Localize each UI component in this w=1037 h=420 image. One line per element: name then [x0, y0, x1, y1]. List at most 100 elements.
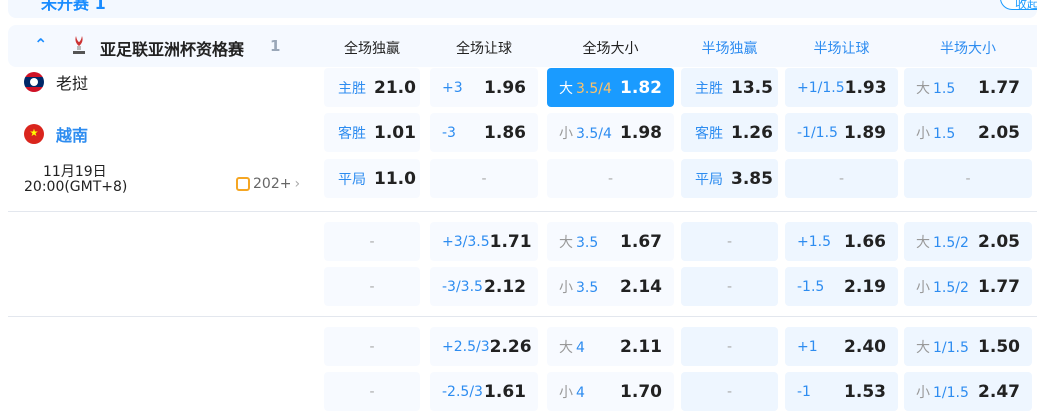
market-line: 3.5/4 — [576, 80, 612, 97]
odds-cell[interactable]: 小 4 1.70 — [547, 372, 674, 411]
away-team-name: 越南 — [56, 126, 89, 145]
odds-cell[interactable]: 小 3.5/4 1.98 — [547, 113, 674, 152]
odds-cell[interactable]: -3 1.86 — [430, 113, 538, 152]
odds-cell[interactable]: 客胜 1.26 — [681, 113, 778, 152]
more-markets-link[interactable]: 202+ › — [236, 176, 300, 192]
market-line: -2.5/3 — [442, 383, 483, 400]
odds-cell: - — [904, 159, 1032, 198]
home-team[interactable]: 老挝 — [24, 70, 88, 94]
odds-value: 1.61 — [484, 381, 526, 402]
odds-value: 2.11 — [620, 336, 662, 357]
odds-cell: - — [324, 222, 420, 261]
odds-cell[interactable]: 平局 3.85 — [681, 159, 778, 198]
status-bar: 未开赛 1 — [8, 0, 1037, 18]
market-line: -1 — [797, 383, 811, 400]
market-line: 主胜 — [338, 80, 366, 97]
odds-cell: - — [681, 327, 778, 366]
odds-cell[interactable]: 大 3.5/4 1.82 — [547, 68, 674, 107]
league-name: 亚足联亚洲杯资格赛 — [100, 40, 245, 59]
total-side: 大 — [559, 234, 573, 251]
odds-cell[interactable]: 主胜 13.5 — [681, 68, 778, 107]
stats-clock-icon — [236, 177, 250, 191]
odds-cell[interactable]: 小 1.5 2.05 — [904, 113, 1032, 152]
odds-cell[interactable]: -2.5/3 1.61 — [430, 372, 538, 411]
market-line: 主胜 — [695, 80, 723, 97]
league-header[interactable]: ⌃ 亚足联亚洲杯资格赛 1 全场独赢 全场让球 全场大小 半场独赢 半场让球 半… — [8, 25, 1037, 67]
total-side: 大 — [916, 234, 930, 251]
odds-value: 1.93 — [844, 77, 887, 98]
odds-cell: - — [681, 267, 778, 306]
collapse-button[interactable]: 收起 — [1000, 0, 1037, 11]
market-line: 3.5 — [576, 234, 599, 251]
odds-value: 2.05 — [978, 122, 1020, 143]
total-side: 小 — [559, 279, 573, 296]
odds-value: 2.05 — [978, 231, 1020, 252]
chevron-right-icon: › — [294, 176, 301, 192]
odds-cell[interactable]: 平局 11.0 — [324, 159, 420, 198]
total-side: 大 — [559, 80, 573, 97]
header-ht-handicap: 半场让球 — [813, 41, 870, 57]
odds-cell[interactable]: +1.5 1.66 — [785, 222, 898, 261]
market-line: +1 — [797, 338, 818, 355]
odds-cell[interactable]: 大 1.5 1.77 — [904, 68, 1032, 107]
odds-value: 2.40 — [844, 336, 886, 357]
market-line: 1/1.5 — [933, 339, 969, 356]
away-team[interactable]: ★ 越南 — [24, 122, 88, 146]
odds-cell[interactable]: -1 1.53 — [785, 372, 898, 411]
total-side: 小 — [916, 279, 930, 296]
header-ht-total: 半场大小 — [940, 41, 996, 57]
empty-odds: - — [369, 338, 375, 355]
total-side: 小 — [916, 384, 930, 401]
empty-odds: - — [726, 338, 733, 355]
odds-cell[interactable]: 大 1/1.5 1.50 — [904, 327, 1032, 366]
odds-value: 1.70 — [620, 381, 662, 402]
total-side: 小 — [916, 125, 930, 142]
odds-cell[interactable]: -1/1.5 1.89 — [785, 113, 898, 152]
odds-cell: - — [681, 222, 778, 261]
odds-value: 1.66 — [844, 231, 886, 252]
odds-value: 2.12 — [484, 276, 526, 297]
odds-cell[interactable]: 客胜 1.01 — [324, 113, 420, 152]
odds-cell[interactable]: -1.5 2.19 — [785, 267, 898, 306]
chevron-up-icon[interactable]: ⌃ — [34, 35, 48, 54]
market-line: +1/1.5 — [797, 79, 845, 96]
odds-cell[interactable]: -3/3.5 2.12 — [430, 267, 538, 306]
odds-cell[interactable]: 小 1.5/2 1.77 — [904, 267, 1032, 306]
odds-cell[interactable]: +1/1.5 1.93 — [785, 68, 898, 107]
odds-cell[interactable]: +1 2.40 — [785, 327, 898, 366]
status-tab[interactable]: 未开赛 1 — [41, 0, 106, 13]
empty-odds: - — [726, 233, 733, 250]
odds-cell: - — [324, 267, 420, 306]
odds-cell[interactable]: 大 4 2.11 — [547, 327, 674, 366]
market-line: +3 — [442, 79, 463, 96]
odds-value: 1.71 — [489, 231, 532, 252]
header-ft-total: 全场大小 — [582, 41, 639, 57]
odds-value: 1.89 — [844, 122, 886, 143]
odds-cell[interactable]: 主胜 21.0 — [324, 68, 420, 107]
market-line: 1.5/2 — [933, 234, 969, 251]
odds-value: 1.26 — [731, 122, 773, 143]
odds-cell[interactable]: +3 1.96 — [430, 68, 538, 107]
market-line: 3.5/4 — [576, 125, 612, 142]
empty-odds: - — [726, 278, 733, 295]
market-line: +1.5 — [797, 233, 831, 250]
odds-cell[interactable]: +2.5/3 2.26 — [430, 327, 538, 366]
odds-cell: - — [547, 159, 674, 198]
empty-odds: - — [369, 233, 375, 250]
market-line: 1.5/2 — [933, 279, 969, 296]
empty-odds: - — [726, 383, 733, 400]
odds-cell[interactable]: 小 1/1.5 2.47 — [904, 372, 1032, 411]
odds-cell[interactable]: 小 3.5 2.14 — [547, 267, 674, 306]
empty-odds: - — [965, 170, 971, 187]
total-side: 大 — [916, 339, 930, 356]
header-ft-1x2: 全场独赢 — [344, 41, 400, 57]
market-line: 平局 — [338, 171, 366, 188]
asian-cup-logo-icon — [73, 36, 85, 54]
odds-value: 1.77 — [978, 77, 1020, 98]
odds-value: 1.01 — [374, 122, 416, 143]
odds-cell[interactable]: 大 3.5 1.67 — [547, 222, 674, 261]
market-line: 1.5 — [933, 125, 956, 142]
total-side: 小 — [559, 384, 573, 401]
odds-cell[interactable]: +3/3.5 1.71 — [430, 222, 538, 261]
odds-cell[interactable]: 大 1.5/2 2.05 — [904, 222, 1032, 261]
